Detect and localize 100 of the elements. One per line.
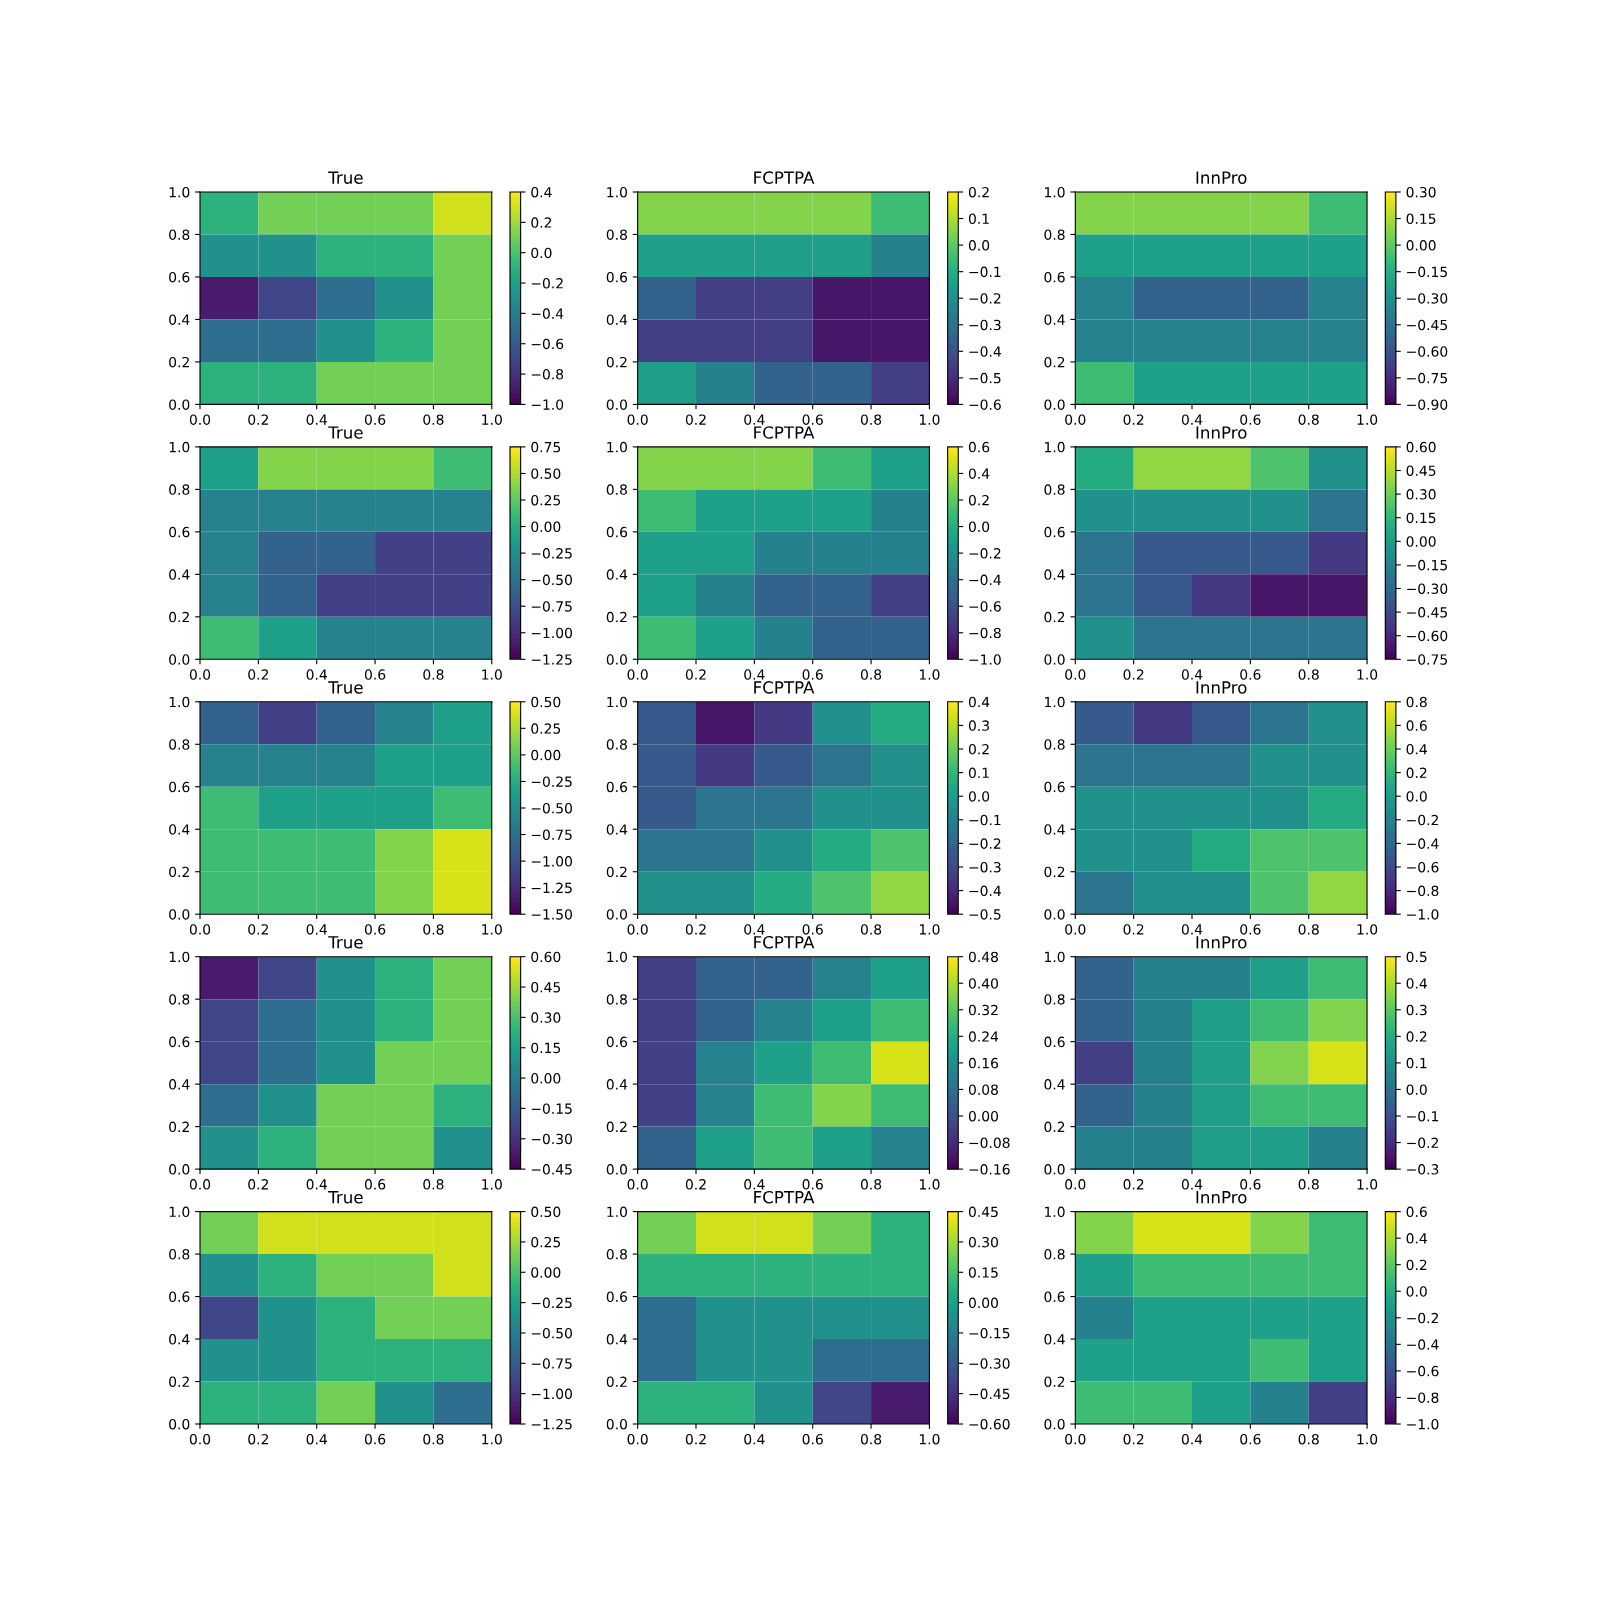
color-bar-label: 0.15 [1406, 512, 1436, 524]
color-bar-label: −1.00 [531, 1388, 572, 1400]
x-tick-label: 0.4 [744, 669, 765, 680]
y-tick-label: 0.4 [1044, 314, 1065, 325]
y-tick-label: 0.8 [606, 739, 627, 750]
x-tick-label: 0.8 [423, 1179, 444, 1190]
y-tick-label: 0.4 [169, 569, 190, 580]
x-tick-label: 0.8 [423, 1433, 444, 1445]
color-bar-label: 0.4 [531, 186, 552, 198]
color-bar-label: −0.30 [1407, 293, 1448, 304]
chart-title: FCPTPA [754, 935, 815, 949]
y-tick-label: 0.2 [1044, 611, 1065, 623]
color-bar-label: −0.30 [1407, 583, 1448, 594]
color-bar-label: −0.15 [1407, 266, 1447, 278]
x-tick-label: 0.4 [744, 414, 765, 425]
color-bar-label: −0.4 [531, 308, 564, 319]
x-tick-label: 0.0 [189, 924, 211, 935]
y-tick-label: 0.8 [1044, 994, 1065, 1005]
color-bar-label: 0.2 [1406, 1259, 1427, 1271]
x-tick-label: 0.6 [364, 924, 386, 935]
y-tick-label: 1.0 [607, 186, 627, 198]
y-tick-label: 0.8 [169, 994, 190, 1005]
y-tick-label: 0.6 [169, 1291, 190, 1303]
color-bar-label: −0.75 [531, 829, 572, 841]
y-tick-label: 1.0 [607, 696, 627, 708]
color-bar-label: −0.45 [1407, 607, 1447, 618]
x-tick-label: 1.0 [1357, 1179, 1378, 1190]
color-bar-label: −1.50 [531, 909, 572, 920]
x-tick-label: 0.8 [423, 414, 444, 425]
y-tick-label: 0.4 [169, 1079, 190, 1090]
color-bar-label: −0.1 [969, 266, 1001, 278]
x-tick-label: 0.6 [1240, 414, 1261, 425]
y-tick-label: 0.8 [1044, 739, 1065, 750]
x-tick-label: 0.8 [1298, 1179, 1319, 1190]
color-bar-label: 0.45 [531, 982, 561, 993]
color-bar-label: 0.2 [531, 217, 552, 228]
color-bar-label: 0.0 [968, 791, 990, 802]
color-bar-label: 0.08 [968, 1084, 998, 1095]
color-bar-label: −0.15 [1407, 559, 1447, 571]
x-tick-label: 0.4 [306, 414, 327, 425]
x-tick-label: 0.2 [685, 669, 706, 680]
x-tick-label: 0.8 [860, 1179, 882, 1190]
chart-title: InnPro [1196, 681, 1247, 694]
color-bar-label: −0.4 [1407, 838, 1439, 849]
chart-title: True [328, 426, 363, 439]
y-tick-label: 1.0 [1045, 696, 1065, 708]
x-tick-label: 0.6 [364, 1179, 386, 1190]
color-bar-label: −0.2 [1407, 1312, 1438, 1324]
y-tick-label: 1.0 [607, 1206, 627, 1218]
chart-title: InnPro [1196, 1191, 1247, 1204]
y-tick-label: 0.6 [606, 781, 628, 793]
x-tick-label: 1.0 [482, 414, 502, 425]
x-tick-label: 0.2 [1123, 1433, 1144, 1445]
x-tick-label: 0.8 [860, 924, 882, 935]
color-bar-label: −0.6 [1407, 861, 1439, 873]
color-bar-label: 0.00 [1406, 240, 1436, 251]
color-bar-label: −0.60 [1407, 346, 1448, 357]
color-bar-label: 0.8 [1406, 696, 1427, 708]
color-bar-label: −1.25 [531, 1418, 572, 1430]
color-bar-label: −1.25 [531, 654, 572, 665]
y-tick-label: 1.0 [169, 441, 190, 453]
x-tick-label: 1.0 [482, 924, 502, 935]
x-tick-label: 0.4 [306, 924, 327, 935]
color-bar-label: −0.75 [531, 601, 572, 612]
color-bar-label: −0.4 [969, 885, 1001, 897]
x-tick-label: 0.8 [1298, 414, 1319, 425]
color-bar-label: −0.2 [969, 838, 1001, 849]
chart-title: FCPTPA [754, 681, 815, 694]
x-tick-label: 1.0 [919, 414, 940, 425]
color-bar-label: 0.0 [968, 521, 990, 533]
color-bar-label: −0.3 [969, 861, 1001, 873]
color-bar-label: 0.3 [1406, 1004, 1427, 1016]
x-tick-label: 0.4 [744, 1433, 765, 1445]
x-tick-label: 0.2 [685, 1433, 706, 1445]
y-tick-label: 0.2 [606, 1121, 627, 1133]
x-tick-label: 0.6 [1240, 1179, 1261, 1190]
color-bar-label: −0.5 [969, 909, 1001, 920]
y-tick-label: 1.0 [1045, 186, 1065, 198]
y-tick-label: 0.0 [1044, 1418, 1065, 1430]
color-bar-label: 0.0 [1406, 791, 1427, 802]
color-bar-label: 0.00 [531, 1073, 561, 1084]
chart-title: FCPTPA [754, 1190, 815, 1204]
color-bar-label: 0.2 [968, 494, 989, 506]
color-bar-label: −0.2 [969, 293, 1001, 304]
y-tick-label: 0.6 [169, 271, 190, 283]
y-tick-label: 0.4 [606, 824, 628, 835]
color-bar-label: 0.00 [968, 1297, 998, 1309]
color-bar-label: 0.0 [1406, 1286, 1427, 1297]
y-tick-label: 1.0 [607, 441, 627, 453]
y-tick-label: 0.6 [169, 526, 190, 538]
y-tick-label: 0.4 [169, 1334, 190, 1345]
y-tick-label: 0.6 [1044, 1291, 1065, 1303]
x-tick-label: 0.0 [189, 669, 211, 680]
color-bar-label: −0.8 [531, 369, 564, 380]
color-bar-label: 0.30 [531, 1012, 561, 1023]
color-bar-label: −0.16 [969, 1164, 1010, 1175]
y-tick-label: 0.0 [606, 1164, 627, 1175]
color-bar-label: −0.5 [969, 372, 1001, 384]
color-bar-label: −0.2 [1407, 814, 1438, 826]
color-bar-label: 0.1 [1406, 1057, 1427, 1069]
